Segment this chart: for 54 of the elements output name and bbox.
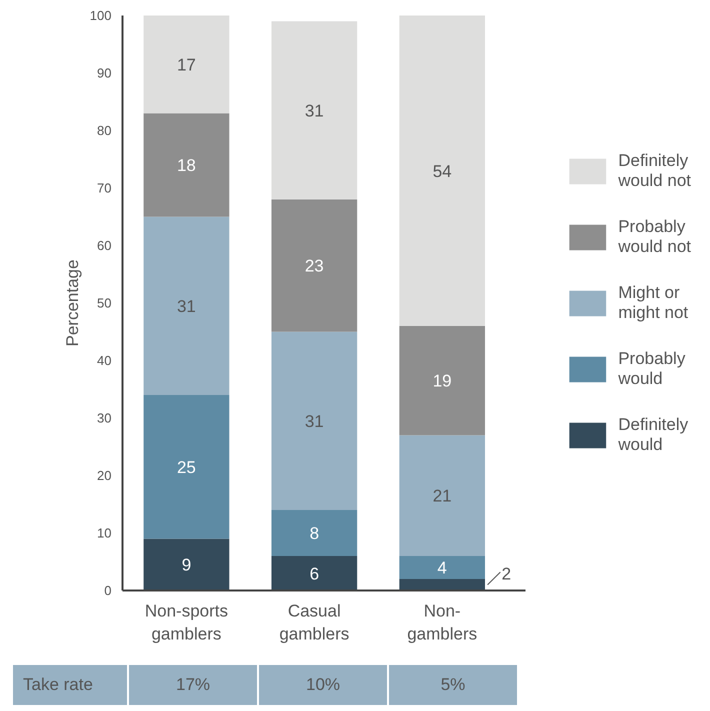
bar (144, 113, 230, 217)
table-cell: Take rate (13, 665, 127, 705)
data-label: 21 (432, 486, 452, 506)
y-tick-label: 60 (97, 238, 112, 253)
legend-label: Definitely would not (618, 150, 691, 190)
data-label: 31 (304, 412, 324, 431)
y-tick-label: 40 (97, 353, 112, 368)
y-tick-label: 50 (97, 296, 112, 310)
data-label: 31 (176, 296, 196, 316)
y-tick-label: 20 (97, 468, 112, 483)
y-axis-title: Percentage (62, 260, 82, 346)
y-tick-label: 30 (97, 410, 112, 426)
data-label: 19 (432, 372, 452, 391)
data-label: 25 (176, 458, 196, 477)
y-tick-label: 80 (97, 123, 112, 138)
bar (399, 556, 485, 579)
x-tick-label: Non-sports gamblers (144, 602, 228, 644)
data-label: 9 (182, 556, 192, 575)
data-label: 23 (304, 256, 324, 276)
x-tick-label: Casual gamblers (279, 602, 350, 644)
data-label: 18 (176, 156, 196, 175)
x-tick-label: Non- gamblers (407, 602, 478, 644)
data-label: 2 (502, 564, 512, 584)
bar (399, 579, 485, 590)
data-label: 54 (432, 162, 452, 181)
legend-label: Definitely would (618, 414, 688, 454)
table-cell: 17% (129, 665, 257, 705)
bar (144, 216, 230, 395)
bar (271, 332, 358, 510)
bar (144, 16, 230, 114)
bar (399, 435, 485, 556)
bar (271, 200, 358, 332)
data-label: 31 (304, 101, 324, 120)
legend-label: Probably would (618, 348, 686, 388)
bar (399, 326, 485, 436)
data-label: 4 (437, 558, 447, 578)
table-cell: 5% (389, 665, 517, 705)
data-label: 8 (310, 524, 320, 543)
bar (271, 556, 358, 590)
y-tick-label: 70 (97, 180, 112, 196)
y-tick-label: 90 (97, 66, 112, 80)
bar (144, 395, 230, 539)
bar (399, 16, 485, 326)
data-label: 6 (310, 564, 320, 584)
bar (271, 21, 358, 200)
legend-label: Might or might not (618, 282, 688, 322)
y-tick-label: 0 (104, 583, 112, 598)
data-label: 17 (176, 55, 196, 74)
bar (271, 510, 358, 556)
legend-label: Probably would not (618, 216, 691, 256)
table-cell: 10% (259, 665, 387, 705)
bar (144, 538, 230, 590)
y-tick-label: 10 (97, 526, 112, 540)
y-tick-label: 100 (90, 8, 112, 23)
